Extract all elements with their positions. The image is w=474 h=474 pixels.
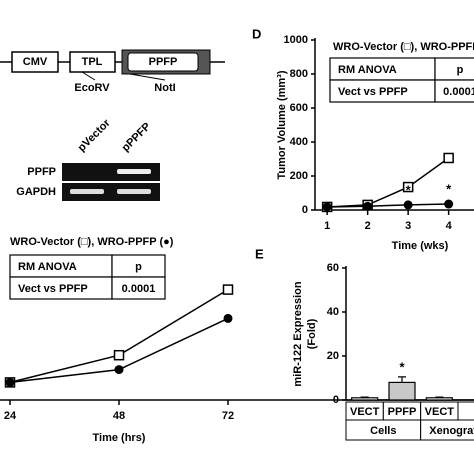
band [117, 169, 151, 174]
y-tick-label: 40 [327, 306, 339, 318]
site: NotI [154, 82, 175, 94]
x-axis-label: Time (hrs) [93, 432, 146, 444]
label: TPL [82, 56, 103, 68]
x-tick-label: 24 [4, 410, 17, 422]
table-text: p [135, 261, 142, 273]
y-axis-label: Tumor Volume (mm³) [276, 70, 288, 179]
table-text: Vect vs PPFP [338, 86, 408, 98]
x-tick-label: VECT [425, 406, 455, 418]
label: CMV [23, 56, 48, 68]
y-tick-label: 600 [290, 102, 308, 114]
series-line [327, 157, 450, 208]
table-cell [434, 57, 474, 81]
x-tick-label: 2 [365, 220, 371, 232]
series-line [327, 203, 449, 208]
marker [5, 377, 15, 387]
gel-strip [62, 183, 160, 201]
table-text: p [457, 64, 464, 76]
y-tick-label: 20 [327, 350, 339, 362]
marker [113, 349, 125, 361]
marker [402, 181, 414, 193]
box [127, 52, 199, 72]
x-tick-label: 4 [446, 220, 453, 232]
marker [443, 152, 454, 164]
bar [388, 381, 416, 401]
y-axis-label: miR-122 Expression [292, 281, 304, 386]
y-tick-label: 1000 [284, 34, 308, 46]
marker [322, 202, 332, 212]
panel-letter: E [255, 246, 264, 261]
table-cell [434, 79, 474, 103]
x-tick-label: 72 [222, 410, 234, 422]
y-axis-label: (Fold) [306, 318, 318, 349]
construct: CMV TPL PPFP EcoRV NotI [0, 49, 225, 94]
x-tick-label: 48 [113, 410, 125, 422]
site: EcoRV [74, 82, 110, 94]
y-tick-label: 200 [290, 170, 308, 182]
marker [444, 199, 454, 209]
panel-letter: D [252, 26, 261, 41]
marker [363, 201, 373, 211]
row-label: GAPDH [16, 186, 56, 198]
group-label: Cells [370, 425, 396, 437]
x-tick-label: VECT [350, 406, 380, 418]
gel: pVector pPPFP PPFP GAPDH [16, 117, 160, 201]
error-bar [435, 396, 444, 398]
table-text: RM ANOVA [18, 261, 77, 273]
category-cell [457, 401, 474, 421]
x-tick-label: 3 [405, 220, 411, 232]
y-tick-label: 400 [290, 136, 308, 148]
y-tick-label: 800 [290, 68, 308, 80]
y-tick-label: 60 [327, 262, 339, 274]
site-pointer [81, 71, 166, 81]
y-tick-label: 0 [302, 204, 308, 216]
group-label: Xenografts [429, 425, 474, 437]
bar [351, 397, 379, 401]
chart-title: WRO-Vector (□), WRO-PPFP (●) [333, 41, 474, 53]
annotation: * [406, 182, 412, 197]
group-cell [420, 419, 474, 441]
annotation: * [399, 359, 405, 374]
x-tick-label: 1 [324, 220, 330, 232]
box [69, 51, 116, 73]
annotation: * [446, 181, 452, 196]
marker [403, 200, 413, 210]
bar [425, 397, 453, 401]
table-text: RM ANOVA [338, 64, 397, 76]
band [117, 189, 151, 194]
box [11, 51, 59, 73]
x-axis-label: Time (wks) [392, 240, 449, 252]
gel-strip [62, 163, 160, 181]
table-cell [111, 276, 166, 300]
marker [223, 313, 233, 323]
marker [222, 284, 234, 295]
table-text: 0.0001 [122, 283, 156, 295]
lane-label: pVector [76, 117, 114, 155]
table-text: 0.0001 [443, 86, 474, 98]
row-label: PPFP [27, 166, 56, 178]
y-tick-label: 0 [333, 394, 339, 406]
table-text: Vect vs PPFP [18, 283, 88, 295]
error-bar [398, 376, 406, 383]
error-bar [360, 396, 369, 398]
band [70, 189, 104, 194]
label: PPFP [149, 56, 178, 68]
marker [114, 365, 124, 375]
chart-title: WRO-Vector (□), WRO-PPFP (●) [10, 236, 174, 248]
lane-label: pPPFP [120, 121, 154, 155]
x-tick-label: PPFP [388, 406, 417, 418]
